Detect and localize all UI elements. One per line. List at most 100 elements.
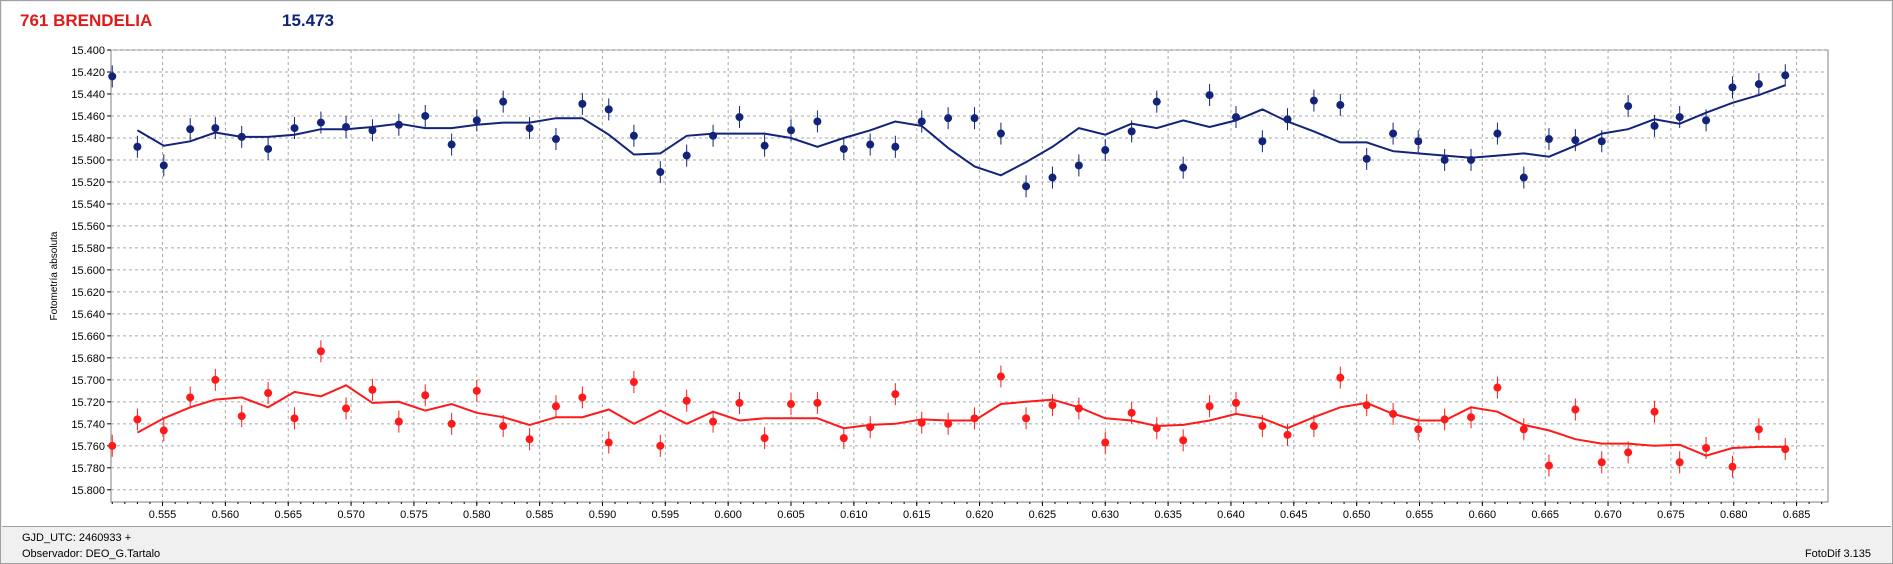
x-tick-label: 0.610: [840, 509, 868, 521]
data-point: [1309, 422, 1318, 431]
x-tick-label: 0.685: [1783, 509, 1811, 521]
y-tick-label: 15.520: [71, 177, 105, 189]
data-point: [1781, 71, 1790, 80]
data-point: [1519, 173, 1528, 182]
data-point: [787, 126, 796, 135]
x-tick-label: 0.555: [149, 509, 177, 521]
data-point: [1022, 414, 1031, 423]
data-point: [629, 131, 638, 140]
data-point: [159, 426, 168, 435]
data-point: [1467, 155, 1476, 164]
x-tick-label: 0.655: [1406, 509, 1434, 521]
data-point: [1624, 102, 1633, 111]
data-point: [656, 441, 665, 450]
y-tick-label: 15.400: [71, 45, 105, 57]
y-tick-label: 15.420: [71, 67, 105, 79]
x-tick-label: 0.605: [777, 509, 805, 521]
data-point: [1336, 373, 1345, 382]
data-point: [1650, 407, 1659, 416]
data-point: [211, 375, 220, 384]
data-point: [1389, 129, 1398, 138]
data-point: [211, 124, 220, 133]
data-point: [760, 141, 769, 150]
data-point: [264, 389, 273, 398]
data-point: [578, 99, 587, 108]
data-point: [1231, 398, 1240, 407]
y-tick-label: 15.560: [71, 221, 105, 233]
y-tick-label: 15.540: [71, 199, 105, 211]
x-tick-label: 0.625: [1029, 509, 1057, 521]
data-point: [735, 398, 744, 407]
data-point: [394, 120, 403, 129]
y-tick-label: 15.720: [71, 397, 105, 409]
x-tick-label: 0.585: [526, 509, 554, 521]
data-point: [1597, 458, 1606, 467]
data-point: [421, 391, 430, 400]
data-point: [1309, 96, 1318, 105]
data-point: [1728, 83, 1737, 92]
data-point: [264, 144, 273, 153]
data-point: [551, 402, 560, 411]
data-point: [1544, 135, 1553, 144]
data-point: [1493, 383, 1502, 392]
data-point: [1336, 100, 1345, 109]
x-tick-label: 0.630: [1091, 509, 1119, 521]
data-point: [1571, 136, 1580, 145]
y-tick-label: 15.680: [71, 353, 105, 365]
data-point: [1048, 401, 1057, 410]
x-tick-label: 0.570: [337, 509, 365, 521]
x-tick-label: 0.670: [1594, 509, 1622, 521]
y-tick-label: 15.620: [71, 287, 105, 299]
x-tick-label: 0.635: [1154, 509, 1182, 521]
y-tick-label: 15.580: [71, 243, 105, 255]
data-point: [1389, 409, 1398, 418]
data-point: [1440, 415, 1449, 424]
data-point: [917, 117, 926, 126]
x-tick-label: 0.675: [1657, 509, 1685, 521]
data-point: [1440, 155, 1449, 164]
data-point: [891, 390, 900, 399]
y-tick-labels: 15.400 15.420 15.440 15.460 15.480 15.500 15.5…: [71, 45, 105, 497]
data-point: [1493, 129, 1502, 138]
data-point: [1022, 182, 1031, 191]
grid: [107, 49, 1828, 506]
data-point: [709, 417, 718, 426]
y-tick-label: 15.760: [71, 441, 105, 453]
data-point: [656, 168, 665, 177]
data-point: [1205, 91, 1214, 100]
data-point: [108, 72, 117, 81]
data-point: [186, 393, 195, 402]
data-point: [447, 140, 456, 149]
mean-magnitude: 15.473: [282, 11, 334, 30]
data-point: [1702, 444, 1711, 453]
series-1-fit-line: [136, 384, 1786, 457]
data-point: [787, 400, 796, 409]
data-point: [891, 142, 900, 151]
data-point: [499, 422, 508, 431]
data-point: [186, 125, 195, 134]
y-tick-label: 15.460: [71, 111, 105, 123]
y-tick-label: 15.500: [71, 155, 105, 167]
data-point: [1519, 425, 1528, 434]
x-tick-label: 0.640: [1217, 509, 1245, 521]
data-point: [316, 347, 325, 356]
y-tick-label: 15.480: [71, 133, 105, 145]
data-point: [368, 385, 377, 394]
data-point: [866, 423, 875, 432]
data-point: [1597, 137, 1606, 146]
data-point: [290, 124, 299, 133]
data-point: [394, 417, 403, 426]
data-point: [604, 105, 613, 114]
data-point: [1414, 137, 1423, 146]
data-point: [108, 441, 117, 450]
data-point: [551, 135, 560, 144]
data-point: [1152, 424, 1161, 433]
data-point: [1101, 146, 1110, 155]
x-tick-labels: 0.555 0.560 0.565 0.570 0.575 0.580 0.585 0.590…: [149, 509, 1811, 521]
data-point: [1283, 115, 1292, 124]
data-point: [159, 161, 168, 170]
status-bar: GJD_UTC: 2460933 + Observador: DEO_G.Tar…: [2, 527, 1891, 563]
data-point: [1467, 413, 1476, 422]
x-tick-label: 0.645: [1280, 509, 1308, 521]
